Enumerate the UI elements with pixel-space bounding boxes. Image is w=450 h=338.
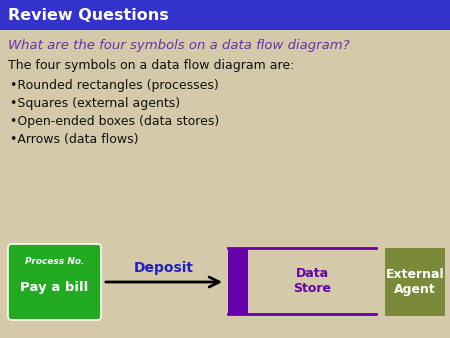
- Text: •Open-ended boxes (data stores): •Open-ended boxes (data stores): [10, 115, 219, 127]
- Bar: [385, 248, 445, 316]
- Text: •Squares (external agents): •Squares (external agents): [10, 97, 180, 110]
- Text: •Rounded rectangles (processes): •Rounded rectangles (processes): [10, 78, 219, 92]
- Text: Review Questions: Review Questions: [8, 7, 169, 23]
- FancyBboxPatch shape: [8, 244, 101, 320]
- Bar: [0, 0, 450, 30]
- Text: The four symbols on a data flow diagram are:: The four symbols on a data flow diagram …: [8, 58, 294, 72]
- Text: Process No.: Process No.: [25, 258, 84, 266]
- Text: What are the four symbols on a data flow diagram?: What are the four symbols on a data flow…: [8, 39, 350, 51]
- Text: External
Agent: External Agent: [386, 268, 444, 296]
- Bar: [228, 248, 248, 314]
- Text: Data
Store: Data Store: [293, 267, 331, 295]
- Text: •Arrows (data flows): •Arrows (data flows): [10, 132, 139, 145]
- Text: Deposit: Deposit: [134, 261, 194, 275]
- Text: Pay a bill: Pay a bill: [20, 282, 89, 294]
